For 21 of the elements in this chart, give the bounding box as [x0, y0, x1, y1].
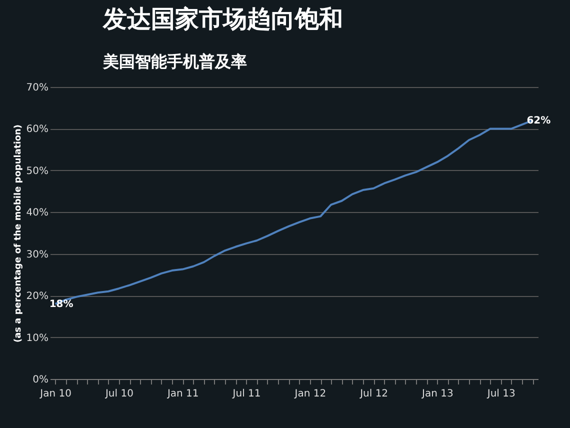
y-tick-label: 0% [32, 374, 48, 386]
x-tick-label: Jan 12 [294, 388, 326, 400]
x-tick-label: Jan 10 [39, 388, 72, 400]
y-axis-title: (as a percentage of the mobile population) [13, 124, 24, 343]
data-label: 62% [526, 115, 551, 126]
x-tick-label: Jan 13 [421, 388, 454, 400]
y-tick-label: 10% [26, 332, 48, 344]
chart-title: 发达国家市场趋向饱和 [102, 5, 343, 33]
x-tick-label: Jul 12 [359, 388, 388, 400]
x-tick-label: Jul 13 [486, 388, 516, 400]
y-tick-label: 40% [26, 208, 48, 219]
data-label: 18% [49, 298, 74, 310]
y-tick-label: 70% [26, 82, 48, 94]
y-tick-label: 60% [26, 124, 48, 136]
x-tick-label: Jul 11 [232, 388, 261, 400]
x-tick-label: Jul 10 [104, 388, 134, 400]
y-tick-label: 20% [26, 291, 48, 302]
y-tick-label: 50% [26, 166, 48, 177]
y-tick-label: 30% [26, 249, 48, 260]
x-tick-label: Jan 11 [166, 388, 199, 400]
chart-subtitle: 美国智能手机普及率 [102, 52, 247, 71]
